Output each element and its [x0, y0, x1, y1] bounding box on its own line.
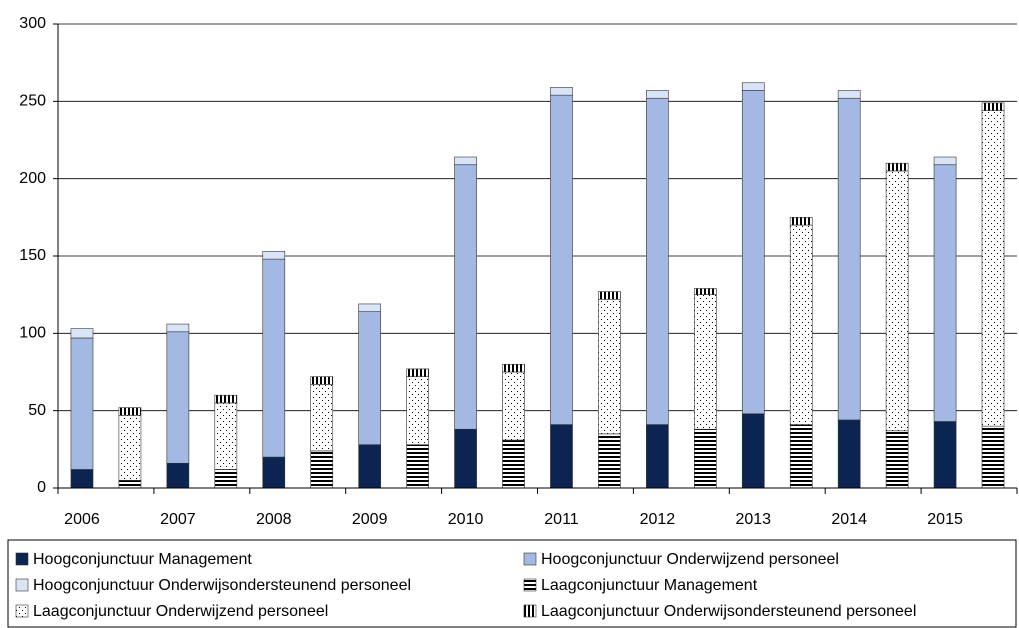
x-tick-label: 2013 — [735, 511, 771, 528]
bar-segment — [502, 439, 525, 489]
bar-segment — [933, 421, 957, 489]
bar-segment — [885, 430, 909, 489]
legend-swatch — [523, 552, 537, 566]
bar-segment — [262, 251, 286, 260]
bar-segment — [981, 425, 1005, 489]
bar-segment — [789, 217, 813, 226]
x-tick-label: 2011 — [544, 511, 579, 528]
bar-segment — [454, 164, 477, 430]
bar-segment — [358, 303, 382, 312]
bar-segment — [454, 156, 477, 166]
bar-segment — [693, 288, 717, 295]
bar-segment — [885, 162, 909, 172]
y-tick-label: 100 — [19, 325, 46, 342]
bar-segment — [550, 94, 573, 425]
legend-label: Hoogconjunctuur Onderwijzend personeel — [541, 551, 839, 568]
x-tick-label: 2014 — [831, 511, 867, 528]
bar-segment — [118, 407, 142, 416]
legend-label: Hoogconjunctuur Onderwijsondersteunend p… — [33, 577, 411, 594]
bar-segment — [933, 156, 957, 166]
legend-swatch — [523, 604, 537, 618]
legend-label: Hoogconjunctuur Management — [33, 551, 252, 568]
bar-segment — [406, 376, 429, 445]
legend-label: Laagconjunctuur Onderwijzend personeel — [33, 603, 328, 620]
y-tick-label: 0 — [37, 479, 46, 496]
bar-segment — [454, 428, 477, 489]
legend-swatch — [15, 552, 29, 566]
bar-segment — [502, 371, 525, 441]
bar-segment — [70, 328, 94, 339]
bar-segment — [693, 294, 717, 430]
x-tick-label: 2015 — [927, 511, 963, 528]
bar-segment — [789, 224, 813, 425]
bar-segment — [598, 291, 621, 300]
bar-segment — [646, 90, 669, 99]
y-tick-label: 200 — [19, 170, 46, 187]
bar-segment — [118, 415, 142, 481]
bar-segment — [646, 97, 669, 425]
legend-swatch — [523, 578, 537, 592]
legend-label: Laagconjunctuur Onderwijsondersteunend p… — [541, 603, 916, 620]
legend-box — [7, 539, 1017, 628]
bar-segment — [933, 164, 957, 422]
bar-segment — [358, 311, 382, 445]
bar-segment — [70, 337, 94, 470]
bar-segment — [310, 376, 334, 385]
bar-segment — [262, 258, 286, 458]
bar-segment — [693, 428, 717, 489]
bar-segment — [789, 424, 813, 489]
bar-segment — [981, 110, 1005, 427]
legend-swatch — [15, 578, 29, 592]
bar-segment — [406, 368, 429, 377]
x-tick-label: 2009 — [352, 511, 388, 528]
bar-segment — [598, 433, 621, 489]
bar-segment — [406, 444, 429, 489]
bar-segment — [166, 331, 190, 464]
bar-segment — [837, 97, 861, 421]
bar-segment — [741, 90, 765, 415]
bar-segment — [358, 444, 382, 489]
bar-segment — [550, 87, 573, 96]
bar-segment — [310, 450, 334, 489]
bar-segment — [598, 299, 621, 435]
bar-segment — [262, 456, 286, 489]
x-tick-label: 2012 — [640, 511, 676, 528]
y-tick-label: 50 — [28, 402, 46, 419]
bar-segment — [502, 363, 525, 373]
x-tick-label: 2010 — [448, 511, 484, 528]
bar-segment — [214, 402, 238, 470]
bar-segment — [885, 170, 909, 432]
x-tick-label: 2007 — [160, 511, 196, 528]
y-tick-label: 250 — [19, 93, 46, 110]
x-tick-label: 2006 — [64, 511, 100, 528]
x-tick-label: 2008 — [256, 511, 292, 528]
bar-segment — [550, 424, 573, 489]
bar-segment — [118, 479, 142, 489]
y-tick-label: 300 — [19, 15, 46, 32]
bar-segment — [214, 394, 238, 404]
bar-segment — [646, 424, 669, 489]
bar-segment — [214, 469, 238, 489]
bar-segment — [981, 102, 1005, 111]
bar-segment — [166, 462, 190, 489]
y-tick-label: 150 — [19, 247, 46, 264]
legend-label: Laagconjunctuur Management — [541, 577, 758, 594]
bar-segment — [741, 82, 765, 91]
bar-segment — [837, 419, 861, 489]
bar-segment — [837, 90, 861, 99]
bar-segment — [70, 469, 94, 489]
legend-swatch — [15, 604, 29, 618]
bar-segment — [166, 323, 190, 333]
bar-segment — [741, 413, 765, 489]
bar-segment — [310, 384, 334, 452]
